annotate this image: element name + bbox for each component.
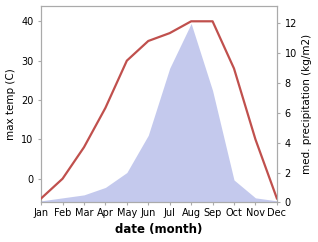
Y-axis label: med. precipitation (kg/m2): med. precipitation (kg/m2) — [302, 34, 313, 174]
Y-axis label: max temp (C): max temp (C) — [5, 68, 16, 140]
X-axis label: date (month): date (month) — [115, 223, 203, 236]
